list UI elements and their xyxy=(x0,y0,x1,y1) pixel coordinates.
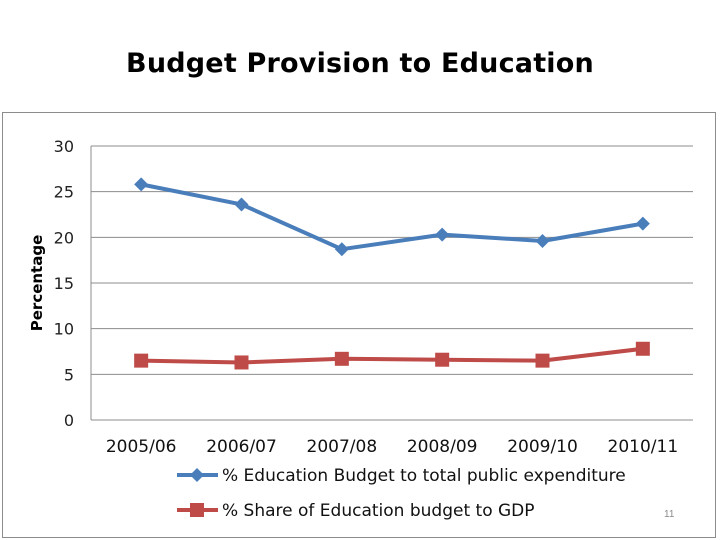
x-tick-label: 2010/11 xyxy=(608,437,679,457)
series-1 xyxy=(134,341,650,370)
data-point-marker xyxy=(334,351,349,366)
data-point-marker xyxy=(635,341,650,356)
gridlines xyxy=(90,145,693,421)
series-0 xyxy=(134,177,650,257)
legend: % Education Budget to total public expen… xyxy=(177,466,626,521)
legend-label: % Education Budget to total public expen… xyxy=(222,466,626,486)
slide-title: Budget Provision to Education xyxy=(126,48,594,79)
y-tick-labels: 0 5 10 15 20 25 30 xyxy=(54,137,74,430)
y-tick-label: 25 xyxy=(54,183,74,202)
x-tick-label: 2007/08 xyxy=(307,437,378,457)
data-point-marker xyxy=(535,353,550,368)
x-tick-label: 2005/06 xyxy=(106,437,177,457)
data-point-marker xyxy=(334,242,349,257)
legend-item: % Education Budget to total public expen… xyxy=(177,466,626,486)
x-tick-label: 2009/10 xyxy=(507,437,578,457)
y-axis-label: Percentage xyxy=(28,235,46,332)
y-tick-label: 20 xyxy=(54,228,74,247)
x-tick-labels: 2005/06 2006/07 2007/08 2008/09 2009/10 2010/… xyxy=(106,437,678,457)
series-line xyxy=(140,182,644,252)
page-number: 11 xyxy=(664,509,675,520)
x-tick-label: 2006/07 xyxy=(206,437,277,457)
series-line xyxy=(141,346,644,365)
chart-frame xyxy=(2,112,716,538)
y-tick-label: 15 xyxy=(54,274,74,293)
data-point-marker xyxy=(535,233,550,248)
legend-label: % Share of Education budget to GDP xyxy=(222,501,535,521)
x-tick-label: 2008/09 xyxy=(407,437,478,457)
data-point-marker xyxy=(234,355,249,370)
data-point-marker xyxy=(635,216,650,231)
legend-swatch-marker xyxy=(190,468,204,482)
data-point-marker xyxy=(435,227,450,242)
data-point-marker xyxy=(234,197,249,212)
y-tick-label: 30 xyxy=(54,137,74,156)
data-point-marker xyxy=(134,177,149,192)
legend-swatch-marker xyxy=(190,503,204,517)
data-point-marker xyxy=(435,352,450,367)
y-tick-label: 0 xyxy=(64,411,74,430)
y-tick-label: 10 xyxy=(54,320,74,339)
data-point-marker xyxy=(134,353,149,368)
legend-item: % Share of Education budget to GDP xyxy=(177,501,535,521)
series-lines xyxy=(134,177,650,370)
y-tick-label: 5 xyxy=(64,365,74,384)
